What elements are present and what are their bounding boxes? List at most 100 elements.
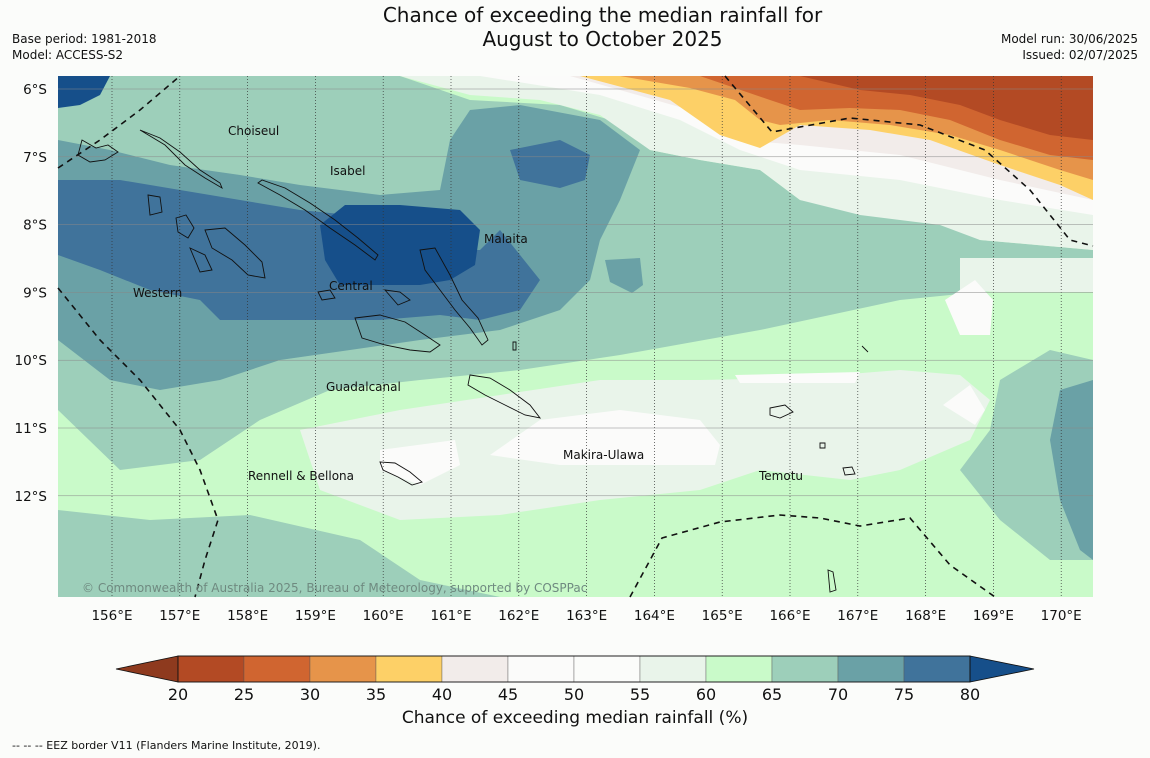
rennell-island [379,461,423,486]
colorbar-swatch [507,655,575,683]
colorbar-under-arrow [115,655,179,683]
coastlines [77,129,869,593]
colorbar-swatch [375,655,443,683]
lon-tick-label: 166°E [769,608,810,624]
label-malaita: Malaita [484,232,528,246]
colorbar-tick-label: 75 [894,685,914,704]
colorbar-swatch [243,655,311,683]
colorbar-label: Chance of exceeding median rainfall (%) [401,708,749,728]
colorbar-swatch [639,655,707,683]
lon-tick-label: 160°E [363,608,404,624]
lat-tick-label: 8°S [23,218,47,234]
map-title: Chance of exceeding the median rainfall … [0,3,1150,51]
eez-footnote: -- -- -- EEZ border V11 (Flanders Marine… [12,739,321,752]
longitude-labels: 156°E 157°E 158°E 159°E 160°E 161°E 162°E 163°E… [91,608,1081,624]
band-45-55-patch-c [943,385,985,425]
base-period: Base period: 1981-2018 [12,32,157,46]
issued-date: Issued: 02/07/2025 [1022,48,1138,62]
label-western: Western [133,286,182,300]
lon-tick-label: 168°E [905,608,946,624]
lon-tick-label: 159°E [295,608,336,624]
colorbar-tick-label: 60 [696,685,716,704]
colorbar-swatch [309,655,377,683]
colorbar-swatch [573,655,641,683]
eez-northwest [57,75,181,169]
lon-tick-label: 163°E [566,608,607,624]
band-70-75-patch [605,258,643,293]
label-guadalcanal: Guadalcanal [326,380,401,394]
colorbar-swatch [177,655,245,683]
band-45-55-patch-a [735,372,860,383]
colorbar-tick-label: 35 [366,685,386,704]
label-isabel: Isabel [330,164,365,178]
florida-islands [317,289,411,306]
colorbar-swatch [903,655,971,683]
band-55-60 [400,76,1093,250]
colorbar-frame [177,655,971,683]
lon-tick-label: 161°E [430,608,471,624]
band-over-80 [320,205,480,285]
meta-left: Base period: 1981-2018 Model: ACCESS-S2 [12,31,157,63]
label-temotu: Temotu [758,469,803,483]
lon-tick-label: 156°E [91,608,132,624]
santa-cruz-islands [769,404,856,476]
band-over-80-nw [58,76,110,108]
model-name: Model: ACCESS-S2 [12,48,124,62]
colorbar-tick-label: 30 [300,685,320,704]
isabel-island [257,179,379,261]
lon-tick-label: 164°E [634,608,675,624]
label-central: Central [329,279,373,293]
colorbar-over-arrow [969,655,1035,683]
graticule [58,76,1093,597]
colorbar-tick-label: 80 [960,685,980,704]
eez-border [57,75,1094,598]
colorbar-tick-label: 25 [234,685,254,704]
lon-tick-label: 158°E [227,608,268,624]
colorbar-tick-label: 40 [432,685,452,704]
lon-tick-label: 170°E [1041,608,1082,624]
title-line-1: Chance of exceeding the median rainfall … [382,3,823,27]
band-20-25 [800,76,1093,140]
lon-tick-label: 165°E [702,608,743,624]
lat-tick-label: 6°S [23,82,47,98]
lon-tick-label: 157°E [159,608,200,624]
band-75-80-north [510,140,590,188]
lon-tick-label: 169°E [973,608,1014,624]
title-line-2: August to October 2025 [482,27,723,51]
province-labels: Choiseul Isabel Malaita Western Central … [133,124,803,483]
colorbar-swatch [837,655,905,683]
label-rennell-bellona: Rennell & Bellona [248,469,354,483]
choiseul-island [139,129,223,190]
malaita-island [419,247,489,346]
meta-right: Model run: 30/06/2025 Issued: 02/07/2025 [1001,31,1138,63]
lon-tick-label: 167°E [837,608,878,624]
colorbar-tick-label: 65 [762,685,782,704]
colorbar-tick-label: 70 [828,685,848,704]
band-65-70-south [58,510,500,597]
guadalcanal-island [354,314,441,353]
colorbar-swatch [771,655,839,683]
band-70-75-east [1050,380,1093,560]
copyright-notice: © Commonwealth of Australia 2025, Bureau… [82,581,587,595]
colorbar-tick-label: 20 [168,685,188,704]
colorbar-tick-label: 45 [498,685,518,704]
colorbar-tick-label: 55 [630,685,650,704]
colorbar-tick-label: 50 [564,685,584,704]
band-45-55 [480,76,1093,215]
eez-northeast [724,75,1094,247]
label-makira-ulawa: Makira-Ulawa [563,448,644,462]
western-islands [147,194,266,279]
colorbar-ticks: 20 25 30 35 40 45 50 55 60 65 70 75 80 [168,685,980,704]
lat-tick-label: 10°S [15,353,48,369]
lon-tick-label: 162°E [498,608,539,624]
new-georgia-north [77,139,119,163]
band-45-55-patch-b [945,280,993,335]
eez-west [57,287,219,598]
latitude-labels: 6°S 7°S 8°S 9°S 10°S 11°S 12°S [15,82,48,505]
lat-tick-label: 7°S [23,150,47,166]
makira-island [467,374,542,419]
colorbar [115,655,1035,683]
band-45-55-patch-d [380,440,460,485]
label-choiseul: Choiseul [228,124,279,138]
